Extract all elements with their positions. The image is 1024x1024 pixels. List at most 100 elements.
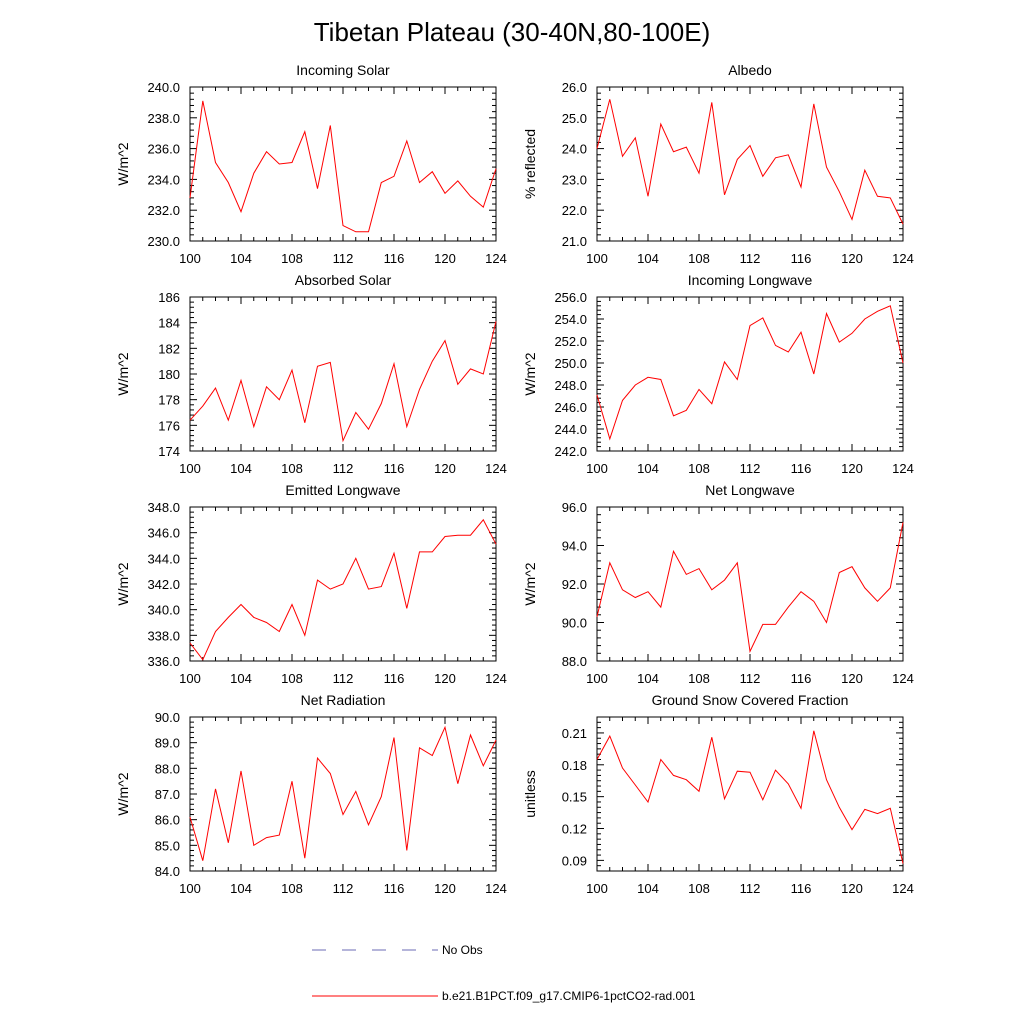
panel-title: Albedo [728, 62, 772, 78]
x-tick-label: 120 [434, 881, 456, 896]
y-tick-label: 176 [158, 418, 180, 433]
x-tick-label: 108 [281, 671, 303, 686]
plot-frame [596, 716, 904, 872]
y-tick-label: 174 [158, 444, 180, 459]
y-tick-label: 340.0 [147, 603, 180, 618]
y-tick-label: 336.0 [147, 654, 180, 669]
x-tick-label: 120 [841, 881, 863, 896]
y-tick-label: 254.0 [554, 312, 587, 327]
panel-incoming-longwave: Incoming Longwave 100 104 108 112 116 120 124 24… [522, 272, 914, 476]
x-tick-label: 116 [384, 461, 405, 476]
y-axis-label: W/m^2 [522, 352, 538, 395]
panel-title: Ground Snow Covered Fraction [652, 692, 849, 708]
y-tick-label: 92.0 [562, 577, 587, 592]
x-tick-label: 112 [333, 461, 354, 476]
y-tick-label: 86.0 [155, 813, 180, 828]
x-tick-label: 104 [637, 461, 659, 476]
x-tick-label: 116 [791, 671, 812, 686]
x-tick-label: 100 [586, 251, 608, 266]
series-line [596, 305, 904, 441]
panel-title: Incoming Longwave [688, 272, 813, 288]
y-tick-label: 244.0 [554, 422, 587, 437]
x-tick-label: 120 [434, 251, 456, 266]
panel-title: Net Radiation [301, 692, 386, 708]
x-tick-label: 112 [740, 671, 761, 686]
plot-frame [596, 86, 904, 242]
y-tick-label: 344.0 [147, 551, 180, 566]
panel-net-longwave: Net Longwave 100 104 108 112 116 120 124 88.0 90.… [522, 482, 914, 686]
y-tick-label: 90.0 [562, 616, 587, 631]
y-tick-label: 238.0 [147, 111, 180, 126]
x-tick-label: 116 [791, 251, 812, 266]
x-tick-label: 100 [179, 881, 201, 896]
y-axis-label: W/m^2 [115, 142, 131, 185]
x-tick-label: 112 [740, 881, 761, 896]
series-line [189, 321, 497, 443]
y-tick-label: 230.0 [147, 234, 180, 249]
y-tick-label: 178 [158, 393, 180, 408]
x-tick-label: 108 [281, 881, 303, 896]
y-tick-label: 0.18 [562, 758, 587, 773]
series-line [596, 99, 904, 225]
x-tick-label: 104 [637, 251, 659, 266]
y-axis-label: % reflected [522, 129, 538, 199]
x-tick-label: 116 [384, 881, 405, 896]
y-tick-label: 24.0 [562, 142, 587, 157]
panel-title: Net Longwave [705, 482, 795, 498]
x-tick-label: 108 [281, 251, 303, 266]
y-tick-label: 89.0 [155, 736, 180, 751]
plot-frame [596, 296, 904, 452]
plot-frame [189, 716, 497, 872]
y-tick-label: 248.0 [554, 378, 587, 393]
x-tick-label: 112 [740, 461, 761, 476]
x-tick-label: 116 [791, 881, 812, 896]
y-tick-label: 186 [158, 290, 180, 305]
y-tick-label: 242.0 [554, 444, 587, 459]
x-tick-label: 124 [892, 881, 914, 896]
x-tick-label: 124 [892, 251, 914, 266]
x-tick-label: 124 [892, 671, 914, 686]
y-tick-label: 84.0 [155, 864, 180, 879]
y-tick-label: 96.0 [562, 500, 587, 515]
y-axis-label: W/m^2 [115, 772, 131, 815]
series-line [189, 100, 497, 233]
x-tick-label: 124 [485, 881, 507, 896]
panel-absorbed-solar: Absorbed Solar 100 104 108 112 116 120 124 174 17… [115, 272, 507, 476]
panel-title: Incoming Solar [296, 62, 390, 78]
panel-ground-snow-covered-fraction: Ground Snow Covered Fraction 100 104 108 112… [522, 692, 914, 896]
y-tick-label: 252.0 [554, 334, 587, 349]
x-tick-label: 112 [333, 251, 354, 266]
x-tick-label: 108 [688, 881, 710, 896]
y-tick-label: 94.0 [562, 539, 587, 554]
panel-net-radiation: Net Radiation 100 104 108 112 116 120 124 84.0 85… [115, 692, 507, 896]
x-tick-label: 116 [791, 461, 812, 476]
y-tick-label: 85.0 [155, 838, 180, 853]
series-line [189, 725, 497, 861]
panel-incoming-solar: Incoming Solar 100 104 108 112 116 120 124 230.0… [115, 62, 507, 266]
y-tick-label: 348.0 [147, 500, 180, 515]
panel-albedo: Albedo 100 104 108 112 116 120 124 21.0 22.0 23.0 2… [522, 62, 914, 266]
y-tick-label: 0.21 [562, 726, 587, 741]
x-tick-label: 100 [586, 461, 608, 476]
x-tick-label: 104 [230, 461, 252, 476]
x-tick-label: 112 [740, 251, 761, 266]
x-tick-label: 108 [688, 461, 710, 476]
x-tick-label: 104 [230, 671, 252, 686]
x-tick-label: 100 [179, 671, 201, 686]
x-tick-label: 108 [688, 251, 710, 266]
x-tick-label: 108 [281, 461, 303, 476]
x-tick-label: 116 [384, 251, 405, 266]
panel-emitted-longwave: Emitted Longwave 100 104 108 112 116 120 124 336… [115, 482, 507, 686]
y-tick-label: 182 [158, 341, 180, 356]
y-tick-label: 236.0 [147, 142, 180, 157]
x-tick-label: 120 [434, 461, 456, 476]
x-tick-label: 104 [230, 251, 252, 266]
chart-panels: Incoming Solar 100 104 108 112 116 120 124 230.0… [115, 62, 914, 896]
y-axis-label: W/m^2 [522, 562, 538, 605]
x-tick-label: 116 [384, 671, 405, 686]
y-tick-label: 338.0 [147, 628, 180, 643]
x-tick-label: 100 [179, 461, 201, 476]
figure-title: Tibetan Plateau (30-40N,80-100E) [314, 17, 711, 47]
y-tick-label: 88.0 [562, 654, 587, 669]
y-tick-label: 240.0 [147, 80, 180, 95]
